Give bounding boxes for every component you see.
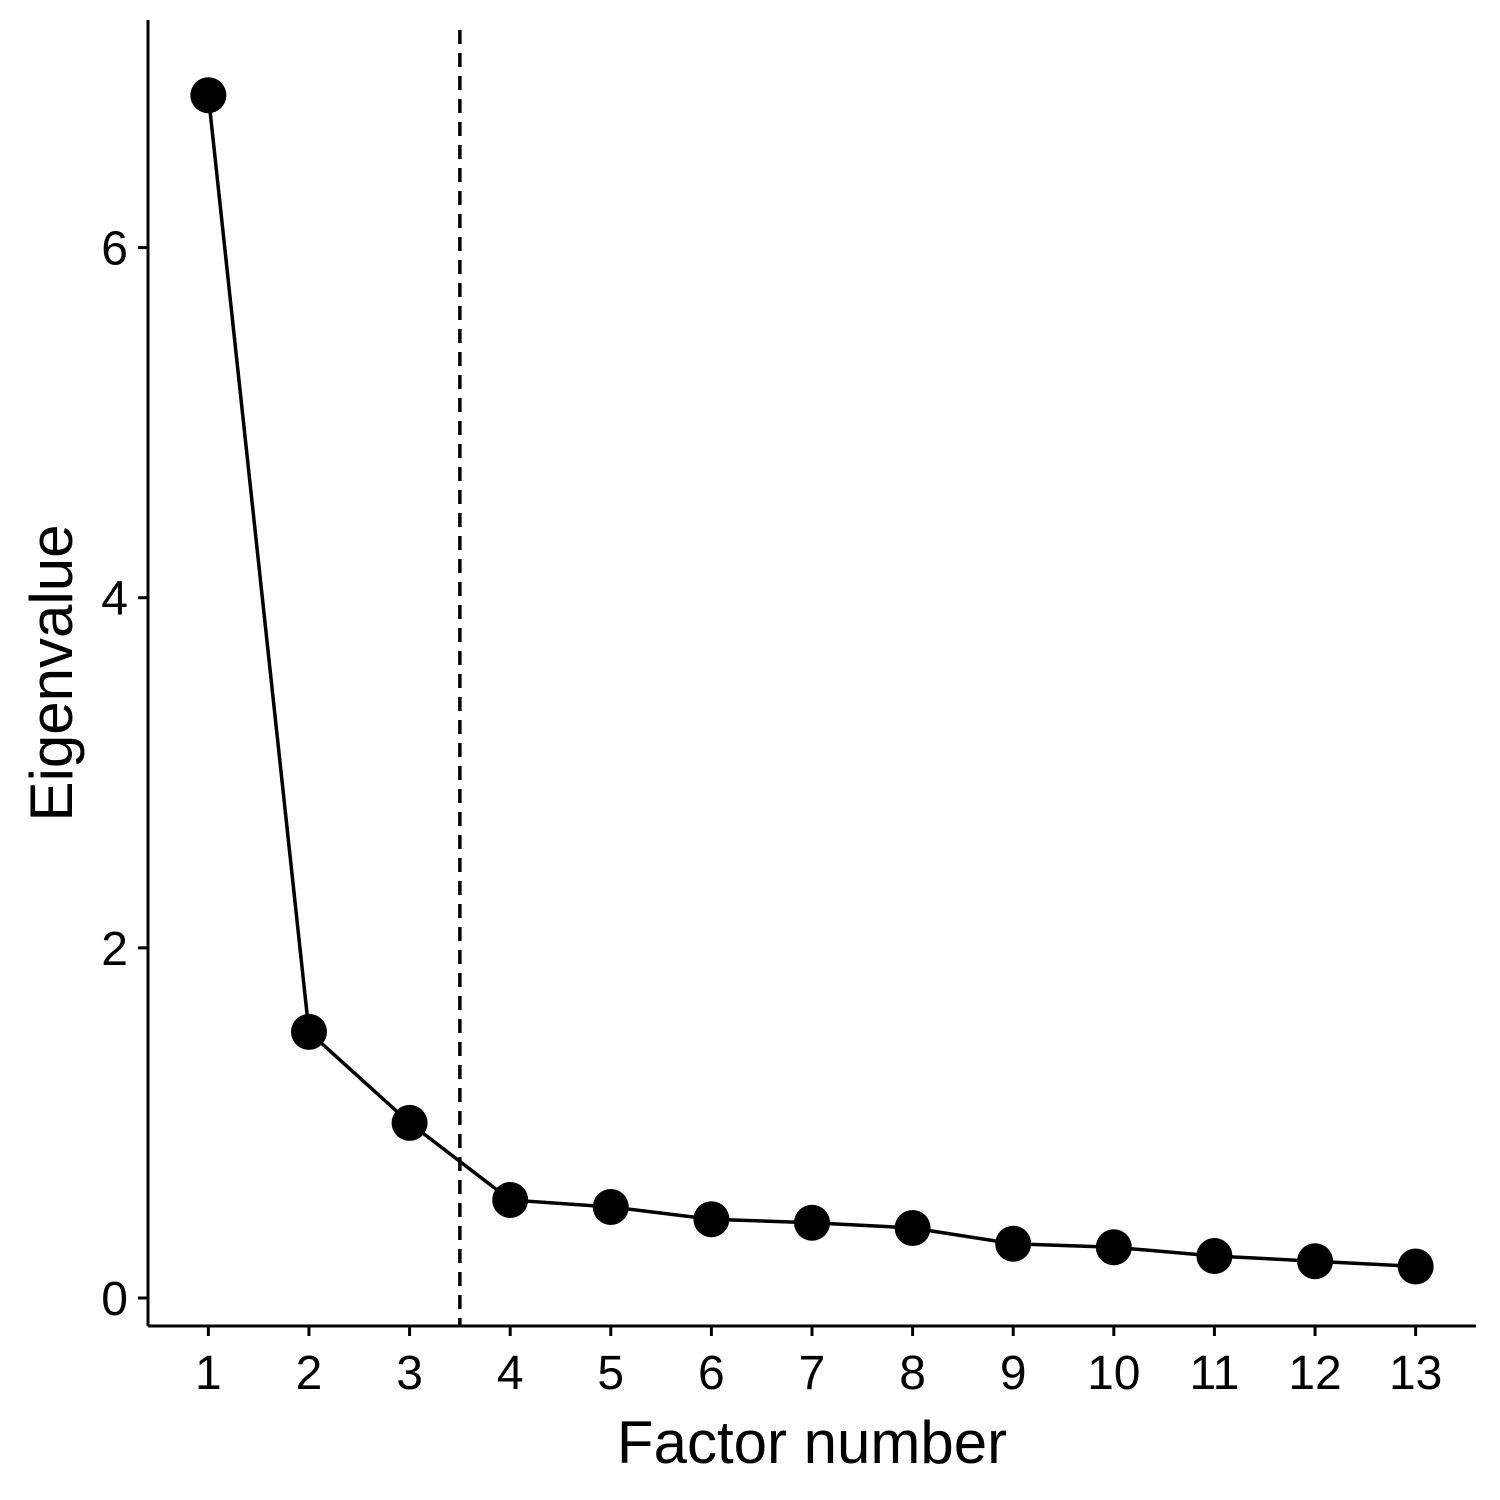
x-tick-label: 2: [296, 1347, 323, 1400]
data-point: [592, 1188, 629, 1225]
x-tick-label: 12: [1288, 1347, 1341, 1400]
data-point: [794, 1204, 830, 1241]
data-point: [1196, 1237, 1233, 1274]
data-point: [693, 1201, 730, 1238]
data-point: [290, 1013, 327, 1050]
y-tick-label: 2: [101, 923, 128, 976]
data-point: [1095, 1229, 1132, 1266]
data-point: [894, 1209, 931, 1246]
y-tick-label: 0: [101, 1273, 128, 1326]
x-tick-label: 3: [396, 1347, 423, 1400]
x-tick-label: 6: [698, 1347, 725, 1400]
x-tick-label: 1: [195, 1347, 222, 1400]
data-point: [1297, 1243, 1334, 1280]
x-tick-label: 4: [497, 1347, 524, 1400]
x-tick-label: 9: [1000, 1347, 1027, 1400]
x-tick-label: 8: [899, 1347, 926, 1400]
y-tick-label: 4: [101, 573, 128, 626]
x-tick-label: 10: [1087, 1347, 1140, 1400]
y-tick-label: 6: [101, 223, 128, 276]
x-axis-title: Factor number: [617, 1409, 1007, 1476]
x-tick-label: 5: [597, 1347, 624, 1400]
data-point: [492, 1181, 529, 1218]
series-line: [206, 95, 1416, 1269]
x-tick-label: 13: [1389, 1347, 1442, 1400]
data-point: [1397, 1248, 1434, 1285]
data-point: [995, 1225, 1032, 1262]
data-point: [391, 1104, 428, 1141]
x-tick-label: 7: [799, 1347, 826, 1400]
y-axis-title: Eigenvalue: [18, 525, 85, 822]
x-tick-label: 11: [1190, 1347, 1240, 1400]
data-point: [190, 77, 227, 114]
